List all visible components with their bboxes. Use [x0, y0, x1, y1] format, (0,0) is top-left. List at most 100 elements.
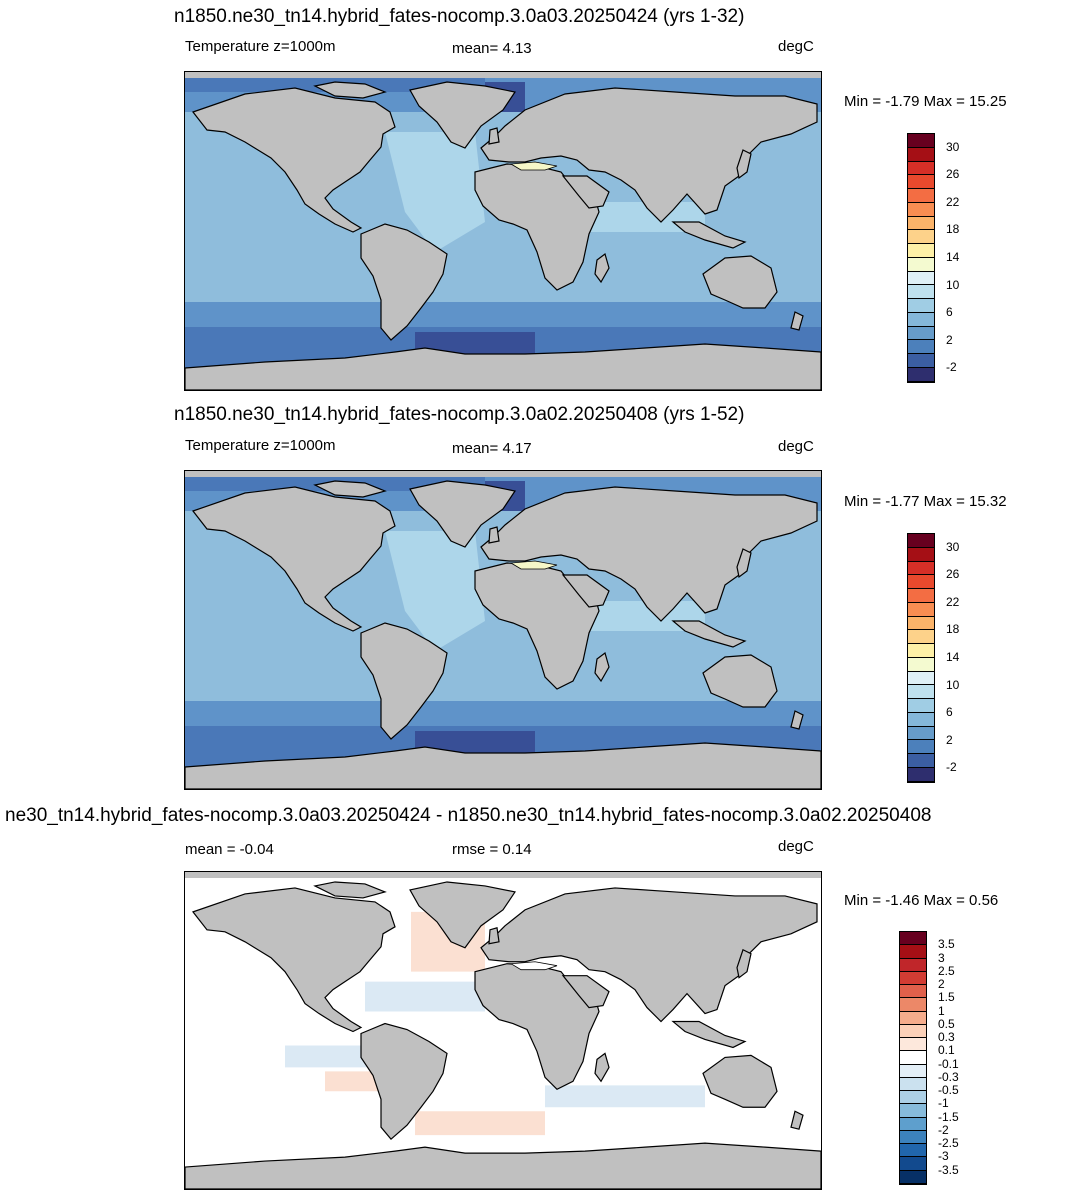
- colorbar-swatch: [900, 971, 926, 985]
- colorbar-tick-label: 2: [946, 732, 953, 747]
- colorbar-swatch: [908, 657, 934, 672]
- colorbar-tick-label: -0.1: [938, 1056, 959, 1071]
- landmass-japan: [736, 948, 752, 979]
- colorbar-swatch: [908, 368, 934, 382]
- landmass-seaice: [185, 872, 821, 878]
- panel1-map: [184, 71, 822, 391]
- landmass-nz: [790, 1110, 804, 1130]
- panel3-title: ne30_tn14.hybrid_fates-nocomp.3.0a03.202…: [5, 805, 932, 826]
- colorbar-tick-label: -0.3: [938, 1069, 959, 1084]
- colorbar-tick-label: 22: [946, 194, 960, 209]
- colorbar-tick-label: 1.5: [938, 990, 955, 1005]
- panel1-units-label: degC: [778, 38, 814, 55]
- colorbar-tick-label: 2.5: [938, 963, 955, 978]
- landmass-uk: [488, 526, 500, 544]
- landmass-arctic_isl: [313, 480, 387, 498]
- colorbar-tick-label: 30: [946, 139, 960, 154]
- landmass-eurasia: [480, 87, 818, 223]
- landmass-madagascar: [594, 651, 610, 683]
- colorbar-swatch: [900, 985, 926, 999]
- landmass-antarctica: [185, 742, 821, 789]
- colorbar-swatch: [900, 1144, 926, 1158]
- landmass-antarctica: [185, 1142, 821, 1189]
- colorbar-swatch: [900, 1157, 926, 1171]
- landmass-samerica: [360, 223, 448, 341]
- colorbar-tick-label: -3.5: [938, 1162, 959, 1177]
- mediterranean-sea: [509, 961, 558, 971]
- landmass-uk: [488, 127, 500, 145]
- landmass-indonesia: [671, 620, 747, 648]
- colorbar-swatch: [908, 285, 934, 300]
- colorbar-swatch: [900, 1038, 926, 1052]
- landmass-namerica: [192, 87, 396, 233]
- panel1-colorbar: 30 26 22 18 14 10 6 2 -2: [907, 133, 959, 383]
- ocean-atlantic-warm: [385, 132, 485, 252]
- landmass-nz: [790, 710, 804, 730]
- colorbar-swatch: [908, 644, 934, 658]
- colorbar-tick-label: 14: [946, 650, 960, 664]
- colorbar-swatch: [900, 932, 926, 946]
- colorbar-tick-label: -1.5: [938, 1109, 959, 1124]
- colorbar-swatch: [908, 340, 934, 355]
- landmass-namerica: [192, 887, 396, 1033]
- panel1-minmax-label: Min = -1.79 Max = 15.25: [844, 93, 1007, 110]
- colorbar-tick-label: -2: [946, 760, 957, 775]
- diff-atlantic-blue: [365, 981, 485, 1012]
- panel2-units-label: degC: [778, 438, 814, 455]
- colorbar-tick-label: -2: [938, 1122, 949, 1137]
- landmass-australia: [702, 255, 778, 309]
- landmass-greenland: [409, 881, 516, 949]
- colorbar-swatch: [908, 354, 934, 369]
- colorbar-swatch: [908, 699, 934, 713]
- panel1-title: n1850.ne30_tn14.hybrid_fates-nocomp.3.0a…: [174, 6, 745, 27]
- colorbar-tick-label: 26: [946, 167, 960, 182]
- colorbar-swatch: [900, 945, 926, 959]
- colorbar-swatch: [908, 244, 934, 258]
- colorbar-tick-label: 30: [946, 539, 960, 554]
- colorbar-tick-label: 3: [938, 950, 945, 965]
- colorbar-swatch: [900, 958, 926, 972]
- diff-southern-red: [415, 1111, 545, 1136]
- landmass-arctic_isl: [313, 881, 387, 899]
- landmass-madagascar: [594, 1052, 610, 1083]
- panel2-minmax-label: Min = -1.77 Max = 15.32: [844, 493, 1007, 510]
- landmass-africa: [474, 163, 600, 291]
- landmass-seaice: [185, 72, 821, 78]
- panel2-variable-label: Temperature z=1000m: [185, 437, 336, 454]
- colorbar-tick-label: -2: [946, 360, 957, 375]
- panel3-minmax-label: Min = -1.46 Max = 0.56: [844, 892, 999, 909]
- colorbar-swatch: [908, 754, 934, 769]
- diff-indian-blue: [545, 1085, 705, 1108]
- ocean-atlantic-warm: [385, 531, 485, 651]
- landmass-madagascar: [594, 252, 610, 284]
- colorbar-tick-label: 18: [946, 622, 960, 637]
- map-canvas: [185, 471, 821, 789]
- landmass-indonesia: [671, 221, 747, 249]
- colorbar-tick-label: -1: [938, 1096, 949, 1111]
- landmass-eurasia: [480, 486, 818, 622]
- map-canvas: [185, 72, 821, 390]
- mediterranean-sea: [509, 161, 558, 171]
- colorbar-swatch: [908, 561, 934, 576]
- colorbar-swatch: [908, 134, 934, 148]
- colorbar-swatch: [900, 1170, 926, 1184]
- colorbar-swatch: [908, 740, 934, 755]
- landmass-nz: [790, 311, 804, 331]
- colorbar-tick-label: -3: [938, 1149, 949, 1164]
- colorbar-swatch: [908, 589, 934, 603]
- landmass-samerica: [360, 1022, 448, 1141]
- colorbar-tick-label: 6: [946, 305, 953, 320]
- colorbar-swatch: [908, 616, 934, 631]
- colorbar-swatch: [908, 257, 934, 272]
- colorbar-swatch: [900, 1091, 926, 1105]
- colorbar-swatch: [908, 147, 934, 162]
- landmass-antarctica: [185, 343, 821, 390]
- landmass-arabia: [561, 574, 610, 608]
- landmass-indonesia: [671, 1020, 747, 1049]
- colorbar-swatch: [908, 189, 934, 203]
- landmass-greenland: [409, 480, 516, 548]
- colorbar-swatch: [908, 534, 934, 548]
- landmass-eurasia: [480, 887, 818, 1023]
- colorbar-tick-label: 10: [946, 277, 960, 292]
- panel1-variable-label: Temperature z=1000m: [185, 38, 336, 55]
